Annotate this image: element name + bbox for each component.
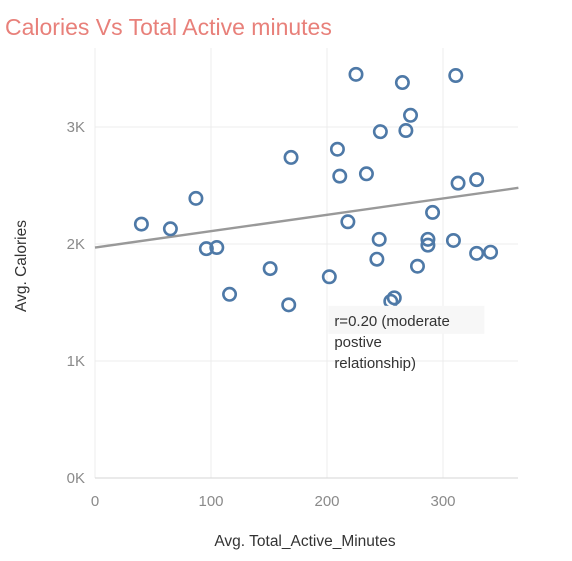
data-point [447,234,459,246]
data-point [411,260,423,272]
data-point [371,253,383,265]
data-point [400,124,412,136]
data-point [426,206,438,218]
data-point [334,170,346,182]
x-tick-label: 200 [314,493,339,510]
x-axis-title: Avg. Total_Active_Minutes [214,533,395,550]
y-tick-label: 0K [67,470,85,487]
data-point [331,143,343,155]
data-point [404,109,416,121]
annotation-line: postive [334,334,382,351]
y-tick-label: 1K [67,353,85,370]
annotation-line: relationship) [334,355,416,372]
data-point [164,223,176,235]
data-point [452,177,464,189]
data-point [396,76,408,88]
x-axis-ticks: 0 100 200 300 [91,493,456,510]
y-axis-title: Avg. Calories [13,220,30,312]
data-point [283,299,295,311]
data-point [285,151,297,163]
data-point [135,218,147,230]
trend-layer [95,188,518,248]
y-tick-label: 3K [67,119,85,136]
x-tick-label: 0 [91,493,99,510]
data-point [323,271,335,283]
data-point [350,68,362,80]
data-point [342,216,354,228]
data-point [470,173,482,185]
data-point [484,246,496,258]
y-tick-label: 2K [67,236,85,253]
data-point [264,262,276,274]
x-tick-label: 100 [198,493,223,510]
y-axis-ticks: 0K 1K 2K 3K [67,119,85,487]
annotation: r=0.20 (moderate postive relationship) [328,306,484,372]
data-point [360,168,372,180]
trend-line [95,188,518,248]
annotation-line: r=0.20 (moderate [334,313,449,330]
data-point [450,69,462,81]
data-point [223,288,235,300]
grid-layer [95,48,518,478]
data-point [470,247,482,259]
data-point [190,192,202,204]
x-tick-label: 300 [430,493,455,510]
